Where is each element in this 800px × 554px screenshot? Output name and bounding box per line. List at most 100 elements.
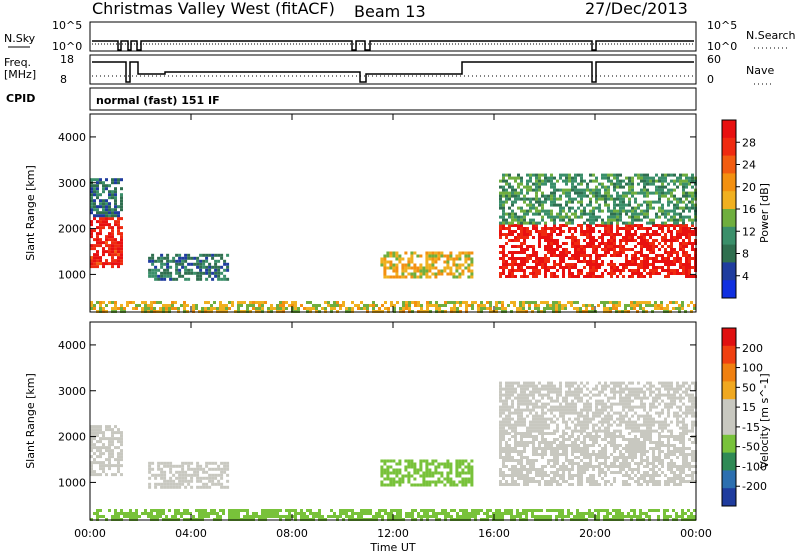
colorbar-swatch	[722, 280, 736, 299]
data-cell	[535, 188, 538, 192]
data-cell	[556, 423, 559, 427]
data-cell	[425, 275, 429, 279]
data-cell	[105, 241, 108, 245]
data-cell	[108, 244, 111, 248]
data-cell	[455, 465, 459, 469]
data-cell	[159, 307, 162, 310]
data-cell	[526, 275, 529, 278]
data-cell	[622, 483, 625, 486]
data-cell	[96, 440, 99, 444]
data-cell	[514, 257, 517, 260]
data-cell	[96, 259, 99, 263]
data-cell	[198, 509, 201, 512]
data-cell	[562, 438, 565, 441]
data-cell	[661, 221, 664, 225]
data-cell	[237, 509, 240, 512]
data-cell	[607, 224, 610, 227]
data-cell	[219, 515, 222, 518]
data-cell	[559, 402, 562, 406]
data-cell	[90, 304, 93, 307]
data-cell	[595, 218, 598, 222]
data-cell	[688, 218, 691, 222]
data-cell	[111, 226, 114, 230]
data-cell	[646, 456, 649, 459]
data-cell	[111, 449, 114, 453]
data-cell	[598, 435, 601, 438]
data-cell	[616, 215, 619, 219]
data-cell	[640, 179, 643, 183]
data-cell	[520, 423, 523, 427]
data-cell	[667, 269, 670, 272]
data-cell	[610, 414, 613, 418]
data-cell	[517, 396, 520, 400]
data-cell	[693, 307, 696, 310]
data-cell	[661, 227, 664, 230]
data-cell	[616, 194, 619, 198]
data-cell	[428, 474, 432, 478]
data-cell	[595, 239, 598, 242]
data-cell	[544, 444, 547, 447]
data-cell	[583, 471, 586, 474]
data-cell	[607, 384, 610, 388]
data-cell	[664, 417, 667, 421]
data-cell	[432, 515, 435, 518]
data-cell	[685, 206, 688, 210]
data-cell	[571, 477, 574, 480]
data-cell	[583, 429, 586, 433]
data-cell	[601, 173, 604, 177]
data-cell	[102, 434, 105, 438]
data-cell	[616, 179, 619, 183]
data-cell	[613, 393, 616, 397]
data-cell	[571, 399, 574, 403]
data-cell	[529, 272, 532, 275]
data-cell	[517, 408, 520, 412]
data-cell	[682, 462, 685, 465]
data-cell	[96, 181, 99, 185]
data-cell	[90, 193, 93, 197]
data-cell	[285, 515, 288, 518]
data-cell	[105, 304, 108, 307]
data-cell	[667, 441, 670, 444]
data-cell	[679, 230, 682, 233]
data-cell	[526, 429, 529, 433]
data-cell	[643, 423, 646, 427]
data-cell	[682, 185, 685, 189]
data-cell	[664, 179, 667, 183]
data-cell	[589, 465, 592, 468]
data-cell	[550, 453, 553, 456]
data-cell	[520, 393, 523, 397]
data-cell	[556, 459, 559, 462]
data-cell	[99, 515, 102, 518]
data-cell	[309, 509, 312, 512]
data-cell	[96, 455, 99, 459]
data-cell	[120, 232, 123, 236]
data-cell	[434, 480, 438, 484]
data-cell	[577, 438, 580, 441]
data-cell	[622, 194, 625, 198]
data-cell	[220, 470, 224, 474]
data-cell	[589, 435, 592, 438]
data-cell	[523, 387, 526, 391]
data-cell	[401, 266, 405, 270]
data-cell	[502, 399, 505, 403]
data-cell	[297, 307, 300, 310]
data-cell	[634, 230, 637, 233]
data-cell	[105, 473, 108, 477]
data-cell	[96, 446, 99, 450]
data-cell	[592, 212, 595, 216]
data-cell	[541, 456, 544, 459]
data-cell	[586, 218, 589, 222]
data-cell	[637, 203, 640, 207]
data-cell	[223, 470, 227, 474]
data-cell	[670, 468, 673, 471]
data-cell	[228, 509, 231, 512]
data-cell	[520, 233, 523, 236]
data-cell	[523, 233, 526, 236]
data-cell	[556, 396, 559, 400]
data-cell	[673, 399, 676, 403]
data-cell	[679, 426, 682, 430]
data-cell	[586, 387, 589, 391]
data-cell	[523, 194, 526, 198]
data-cell	[157, 259, 161, 263]
data-cell	[645, 304, 648, 307]
